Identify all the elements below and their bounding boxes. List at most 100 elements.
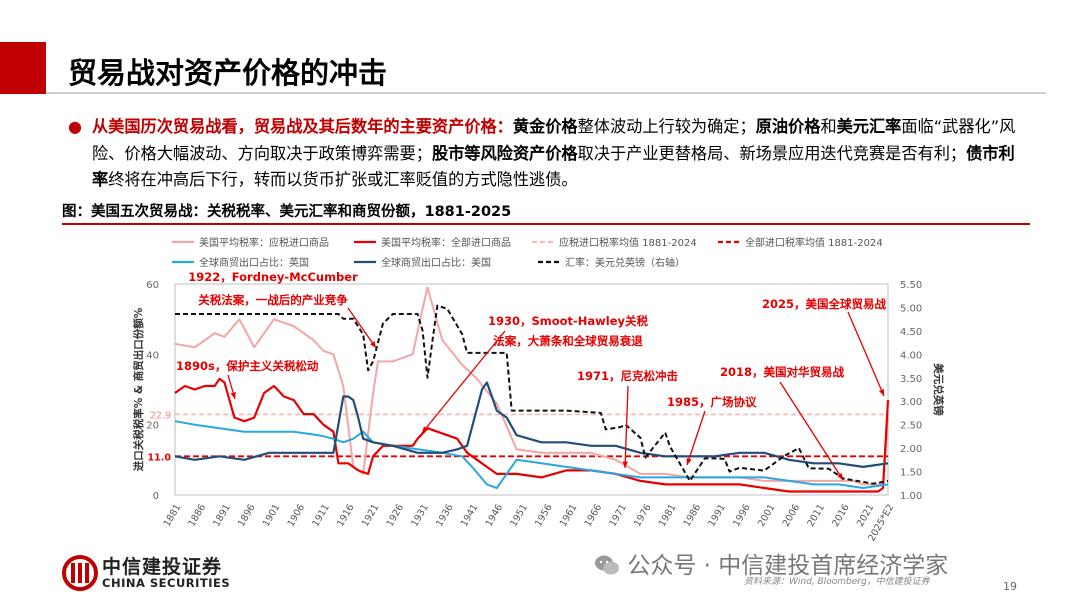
x-tick-label: 1881: [162, 502, 184, 528]
bullet-bond-desc: 终将在冲高后下行，转而以货币扩张或汇率贬值的方式隐性逃债。: [108, 170, 578, 189]
x-tick-label: 1981: [657, 502, 679, 528]
annotation-arrow: [624, 385, 629, 469]
x-tick-label: 1901: [261, 502, 283, 528]
bullet-text: 从美国历次贸易战看，贸易战及其后数年的主要资产价格：黄金价格整体波动上行较为确定…: [92, 114, 1030, 194]
x-tick-label: 2001: [756, 502, 778, 528]
bullet-oil: 原油价格: [755, 117, 821, 136]
logo-text-en: CHINA SECURITIES: [102, 576, 231, 590]
x-tick-label: 1916: [335, 502, 357, 528]
bullet-lead: 从美国历次贸易战看，贸易战及其后数年的主要资产价格：: [92, 117, 513, 136]
page-title: 贸易战对资产价格的冲击: [68, 56, 388, 90]
title-bar: 贸易战对资产价格的冲击: [0, 42, 1080, 94]
legend-label: 美国平均税率：全部进口商品: [381, 236, 511, 249]
bullet-bond: 债市利率: [92, 143, 1015, 190]
bullet-equity: 股市等风险资产价格: [431, 143, 578, 163]
annotation-arrow: [421, 330, 506, 434]
y-axis-title: 进口关税税率% & 商贸出口份额%: [132, 307, 145, 471]
data-source: 资料来源：Wind, Bloomberg，中信建投证券: [744, 577, 930, 587]
legend-label: 全部进口税率均值 1881-2024: [745, 236, 883, 249]
legend-label: 全球商贸出口占比：英国: [199, 256, 309, 269]
x-tick-label: 2016: [830, 502, 852, 528]
y2-tick-label: 4.50: [900, 327, 922, 338]
x-tick-label: 1941: [459, 502, 481, 528]
x-tick-label: 1986: [682, 502, 704, 528]
legend-label: 全球商贸出口占比：美国: [381, 256, 491, 269]
bullet-usd: 美元汇率: [836, 117, 902, 136]
legend-label: 美国平均税率：应税进口商品: [199, 236, 329, 249]
legend-label: 汇率：美元兑英镑（右轴）: [565, 256, 685, 269]
dutiable-avg-label: 22.9: [150, 410, 171, 421]
x-tick-label: 1966: [583, 502, 605, 528]
bullet-equity-desc: 取决于产业更替格局、新场景应用迭代竞赛是否有利；: [577, 143, 967, 163]
y2-tick-label: 2.50: [900, 421, 922, 432]
annotation-arrow: [779, 381, 844, 481]
x-tick-label: 1956: [533, 502, 555, 528]
bullet-usd-desc: 面临“武器化”风险、价格大幅波动、方向取决于政策博弈需要；: [92, 117, 1016, 163]
chart-annotation: 1971，尼克松冲击: [577, 369, 678, 383]
y2-tick-label: 3.00: [900, 397, 922, 408]
x-tick-label: 1936: [434, 502, 456, 528]
legend-label: 应税进口税率均值 1881-2024: [559, 236, 697, 249]
chart-annotation: 1890s，保护主义关税松动: [176, 359, 319, 373]
y2-axis-title: 美元兑英镑: [932, 363, 945, 416]
y-tick-label: 60: [146, 280, 159, 291]
wechat-icon: [595, 555, 619, 575]
x-tick-label: 1906: [286, 502, 308, 528]
x-tick-label: 1946: [484, 502, 506, 528]
x-tick-label: 1886: [186, 502, 208, 528]
y2-tick-label: 3.50: [900, 374, 922, 385]
annotation-arrowhead: [878, 389, 884, 396]
wechat-watermark: 公众号 · 中信建投首席经济学家: [594, 546, 948, 580]
figure-title: 图：美国五次贸易战：关税税率、美元汇率和商贸份额，1881-2025: [62, 204, 512, 220]
chart-annotation: 2018，美国对华贸易战: [720, 365, 845, 379]
annotation-arrow: [347, 307, 377, 349]
y-tick-label: 0: [153, 491, 159, 502]
x-tick-label: 1921: [360, 502, 382, 528]
chart-annotation: 1930，Smoot-Hawley关税: [488, 314, 649, 328]
x-tick-label: 1911: [310, 502, 332, 528]
annotation-arrowhead: [230, 392, 236, 399]
bullet-dot-icon: ●: [68, 117, 82, 136]
wechat-account-name: 公众号 · 中信建投首席经济学家: [627, 553, 949, 579]
y-tick-label: 40: [146, 350, 159, 361]
y2-tick-label: 1.00: [900, 491, 922, 502]
logo-text-cn: 中信建投证券: [102, 556, 223, 578]
annotation-arrowhead: [422, 426, 429, 433]
y2-tick-label: 5.50: [900, 280, 922, 291]
bullet-paragraph: ● 从美国历次贸易战看，贸易战及其后数年的主要资产价格：黄金价格整体波动上行较为…: [68, 114, 1030, 194]
us-share-line: [174, 381, 889, 468]
annotation-arrowhead: [686, 458, 692, 465]
bullet-and: 和: [820, 117, 837, 136]
all-tariff-line: [174, 377, 890, 493]
annotation-arrow: [686, 410, 706, 466]
page-number: 19: [1003, 580, 1017, 593]
title-divider: [46, 92, 1046, 94]
x-tick-label: 2011: [805, 502, 827, 528]
bullet-gold-desc: 整体波动上行较为确定；: [577, 117, 756, 136]
chart-annotation: 2025，美国全球贸易战: [762, 297, 887, 311]
annotation-arrowhead: [622, 461, 628, 468]
all-avg-label: 11.0: [148, 452, 172, 463]
citic-logo-icon: [62, 555, 98, 591]
x-tick-label: 1976: [632, 502, 654, 528]
annotation-arrowhead: [837, 473, 843, 480]
y2-tick-label: 5.00: [900, 303, 922, 314]
chart-annotation: 1985，广场协议: [667, 395, 757, 409]
x-tick-label: 1991: [706, 502, 728, 528]
uk-share-line: [174, 420, 889, 489]
tariff-fx-chart: 0 20 40 60 1.00 1.50 2.00 2.50 3.00 3.50 4.00 4.50 5…: [132, 236, 945, 543]
y2-tick-label: 2.00: [900, 444, 922, 455]
x-tick-label: 2006: [781, 502, 803, 528]
usd-gbp-line: [175, 304, 889, 485]
annotation-arrowhead: [370, 341, 376, 348]
bullet-gold: 黄金价格: [512, 117, 578, 136]
y2-tick-label: 1.50: [900, 468, 922, 479]
annotation-arrow: [847, 311, 885, 397]
figure-title-rule: [62, 223, 1030, 225]
x-tick-label: 1931: [409, 502, 431, 528]
chart-annotation: 1922，Fordney-McCumber: [188, 270, 358, 284]
y2-tick-label: 4.00: [900, 350, 922, 361]
x-tick-label: 1996: [731, 502, 753, 528]
x-tick-label: 1891: [211, 502, 233, 528]
plot-frame: [174, 283, 889, 496]
